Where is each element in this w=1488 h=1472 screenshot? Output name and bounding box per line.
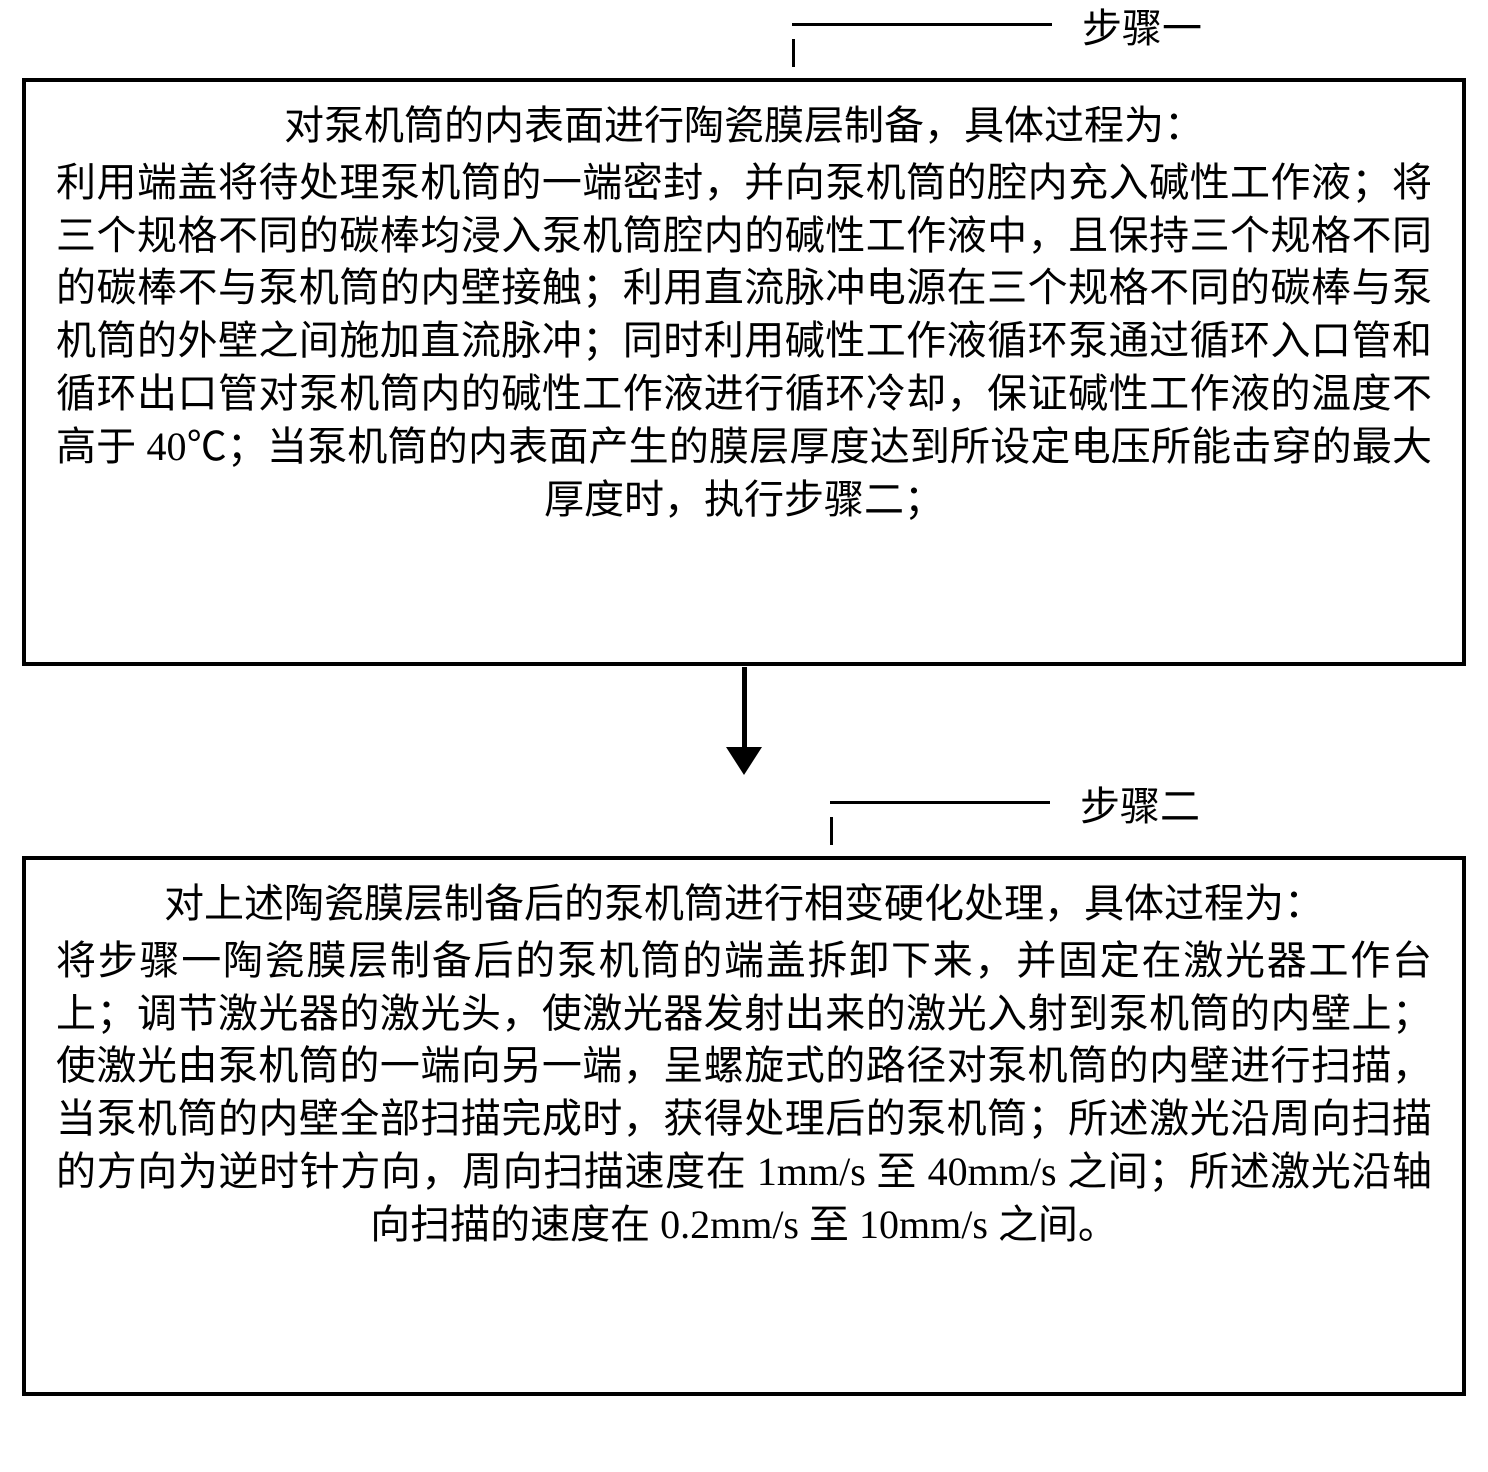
step1-tick [792,23,1052,51]
step1-label-text: 步骤一 [1082,0,1202,54]
step1-tick-horizontal [792,23,1052,26]
step1-box: 对泵机筒的内表面进行陶瓷膜层制备，具体过程为： 利用端盖将待处理泵机筒的一端密封… [22,78,1466,666]
arrow-shaft [742,667,747,747]
flow-arrow [726,667,762,775]
step2-tick-vertical [830,817,833,845]
step2-label-text: 步骤二 [1080,774,1200,832]
step1-body: 利用端盖将待处理泵机筒的一端密封，并向泵机筒的腔内充入碱性工作液；将三个规格不同… [56,157,1432,527]
step1-label-callout: 步骤一 [792,8,1202,66]
arrow-head-icon [726,747,762,775]
step2-heading: 对上述陶瓷膜层制备后的泵机筒进行相变硬化处理，具体过程为： [56,878,1432,931]
step2-tick [830,801,1050,829]
step2-body: 将步骤一陶瓷膜层制备后的泵机筒的端盖拆卸下来，并固定在激光器工作台上；调节激光器… [56,935,1432,1252]
step2-box: 对上述陶瓷膜层制备后的泵机筒进行相变硬化处理，具体过程为： 将步骤一陶瓷膜层制备… [22,856,1466,1396]
step1-heading: 对泵机筒的内表面进行陶瓷膜层制备，具体过程为： [56,100,1432,153]
step1-tick-vertical [792,39,795,67]
step2-tick-horizontal [830,801,1050,804]
step2-label-callout: 步骤二 [830,786,1200,844]
